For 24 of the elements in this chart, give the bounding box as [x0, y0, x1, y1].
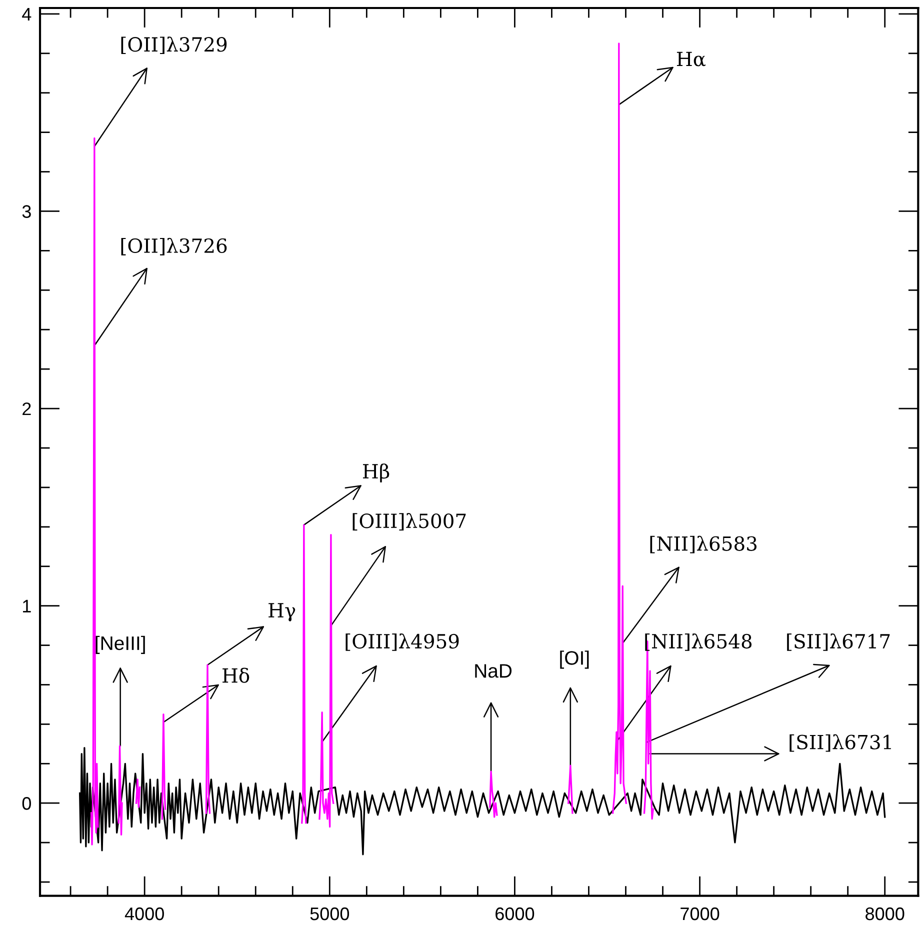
y-tick-label: 1: [23, 600, 31, 612]
y-tick-label: 2: [22, 402, 31, 416]
x-tick-label: 5000: [310, 907, 350, 920]
annotation: [OII]λ3729: [121, 36, 227, 54]
annotation: Hγ: [268, 603, 296, 622]
annotation: Hα: [676, 52, 706, 66]
x-tick-label: 6000: [496, 907, 534, 920]
annotation: [OI]: [560, 650, 589, 669]
x-tick-label: 8000: [866, 907, 904, 920]
annotation: [OII]λ3726: [121, 238, 227, 256]
x-tick-label: 7000: [680, 907, 720, 920]
x-tick-label: 4000: [124, 907, 164, 920]
annotation: [OIII]λ4959: [346, 633, 459, 651]
annotation: [SII]λ6717: [787, 633, 890, 651]
y-tick-label: 4: [22, 8, 32, 20]
y-tick-label: 0: [22, 797, 31, 810]
annotation: [SII]λ6731: [790, 734, 891, 752]
annotation: Hβ: [362, 463, 390, 482]
annotation: [NII]λ6583: [650, 536, 757, 554]
annotation: NaD: [475, 664, 512, 678]
y-tick-label: 3: [22, 205, 31, 218]
annotation: Hδ: [222, 668, 250, 683]
annotation: [OIII]λ5007: [352, 513, 466, 530]
annotation: [NII]λ6548: [645, 633, 752, 651]
